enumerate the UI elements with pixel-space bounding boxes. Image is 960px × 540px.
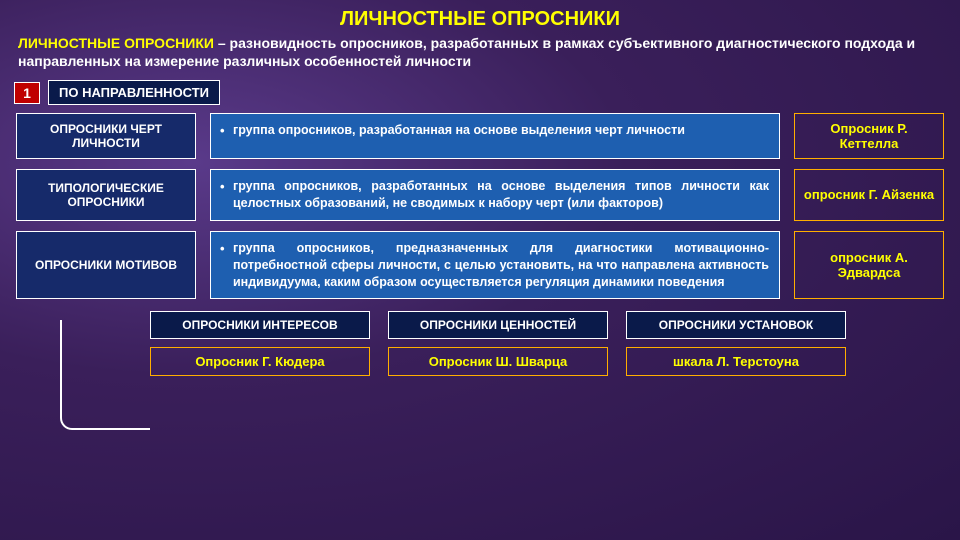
definition-term: ЛИЧНОСТНЫЕ ОПРОСНИКИ (18, 35, 214, 51)
example-box: опросник Г. Айзенка (794, 169, 944, 221)
description-box: группа опросников, предназначенных для д… (210, 231, 780, 300)
example-box: Опросник Г. Кюдера (150, 347, 370, 376)
section-label-box: ПО НАПРАВЛЕННОСТИ (48, 80, 220, 105)
category-box: ОПРОСНИКИ ЦЕННОСТЕЙ (388, 311, 608, 339)
connector-line (60, 320, 150, 430)
category-box: ОПРОСНИКИ МОТИВОВ (16, 231, 196, 300)
page-title: ЛИЧНОСТНЫЕ ОПРОСНИКИ (0, 0, 960, 35)
bottom-col-interests: ОПРОСНИКИ ИНТЕРЕСОВ Опросник Г. Кюдера (150, 311, 370, 376)
category-box: ОПРОСНИКИ ИНТЕРЕСОВ (150, 311, 370, 339)
row-typological: ТИПОЛОГИЧЕСКИЕ ОПРОСНИКИ группа опросник… (16, 169, 944, 221)
row-motives: ОПРОСНИКИ МОТИВОВ группа опросников, пре… (16, 231, 944, 300)
bottom-col-attitudes: ОПРОСНИКИ УСТАНОВОК шкала Л. Терстоуна (626, 311, 846, 376)
example-box: Опросник Ш. Шварца (388, 347, 608, 376)
category-box: ОПРОСНИКИ ЧЕРТ ЛИЧНОСТИ (16, 113, 196, 159)
category-box: ТИПОЛОГИЧЕСКИЕ ОПРОСНИКИ (16, 169, 196, 221)
description-box: группа опросников, разработанных на осно… (210, 169, 780, 221)
example-box: опросник А. Эдвардса (794, 231, 944, 300)
section-header: 1 ПО НАПРАВЛЕННОСТИ (0, 80, 960, 113)
row-traits: ОПРОСНИКИ ЧЕРТ ЛИЧНОСТИ группа опроснико… (16, 113, 944, 159)
definition-text: ЛИЧНОСТНЫЕ ОПРОСНИКИ – разновидность опр… (0, 35, 960, 80)
category-box: ОПРОСНИКИ УСТАНОВОК (626, 311, 846, 339)
description-box: группа опросников, разработанная на осно… (210, 113, 780, 159)
example-box: Опросник Р. Кеттелла (794, 113, 944, 159)
bottom-col-values: ОПРОСНИКИ ЦЕННОСТЕЙ Опросник Ш. Шварца (388, 311, 608, 376)
section-number-badge: 1 (14, 82, 40, 104)
main-rows: ОПРОСНИКИ ЧЕРТ ЛИЧНОСТИ группа опроснико… (0, 113, 960, 299)
example-box: шкала Л. Терстоуна (626, 347, 846, 376)
